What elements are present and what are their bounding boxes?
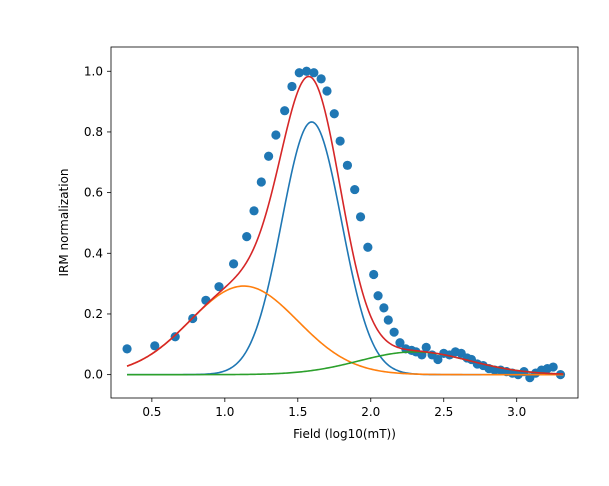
data-point <box>280 106 290 116</box>
y-axis: 0.0 0.2 0.4 0.6 0.8 1.0 <box>84 64 111 382</box>
data-point <box>335 136 345 146</box>
plot-area <box>122 66 566 383</box>
data-point <box>383 315 393 325</box>
data-point <box>329 109 339 119</box>
data-point <box>369 269 379 280</box>
y-axis-label: IRM normalization <box>57 168 71 276</box>
data-point <box>548 362 558 372</box>
y-tick-label: 0.6 <box>84 186 103 200</box>
data-point <box>389 327 399 337</box>
data-point <box>170 332 180 342</box>
data-point <box>256 177 266 187</box>
data-point <box>395 338 405 348</box>
y-tick-label: 0.4 <box>84 246 103 260</box>
data-point <box>322 86 332 96</box>
data-point <box>433 354 443 365</box>
data-point <box>316 74 326 84</box>
data-point <box>363 242 373 252</box>
x-tick-label: 0.5 <box>142 405 161 419</box>
total-fit-curve <box>126 75 564 375</box>
data-point <box>350 184 360 195</box>
data-point <box>379 303 389 313</box>
x-tick-label: 2.0 <box>361 405 380 419</box>
data-point <box>150 341 160 351</box>
data-point <box>214 282 224 292</box>
data-point <box>355 212 366 222</box>
data-point <box>271 130 281 140</box>
data-point <box>287 81 297 92</box>
data-point <box>249 206 259 216</box>
data-point <box>122 344 132 354</box>
data-point <box>342 160 353 170</box>
y-tick-label: 0.0 <box>84 368 103 382</box>
x-tick-label: 3.0 <box>507 405 526 419</box>
y-tick-label: 0.8 <box>84 125 103 139</box>
y-tick-label: 0.2 <box>84 307 103 321</box>
data-point <box>309 68 319 78</box>
data-point <box>242 232 252 242</box>
x-tick-label: 1.5 <box>288 405 307 419</box>
axes-frame <box>110 46 579 399</box>
data-point <box>373 291 383 301</box>
data-point <box>301 66 312 76</box>
x-tick-label: 1.0 <box>215 405 234 419</box>
data-point <box>294 68 304 78</box>
x-axis: 0.5 1.0 1.5 2.0 2.5 3.0 <box>142 398 526 419</box>
data-point <box>421 342 431 352</box>
x-tick-label: 2.5 <box>434 405 453 419</box>
data-point <box>264 151 274 161</box>
data-point <box>228 259 239 269</box>
x-axis-label: Field (log10(mT)) <box>293 427 396 441</box>
y-tick-label: 1.0 <box>84 64 103 78</box>
